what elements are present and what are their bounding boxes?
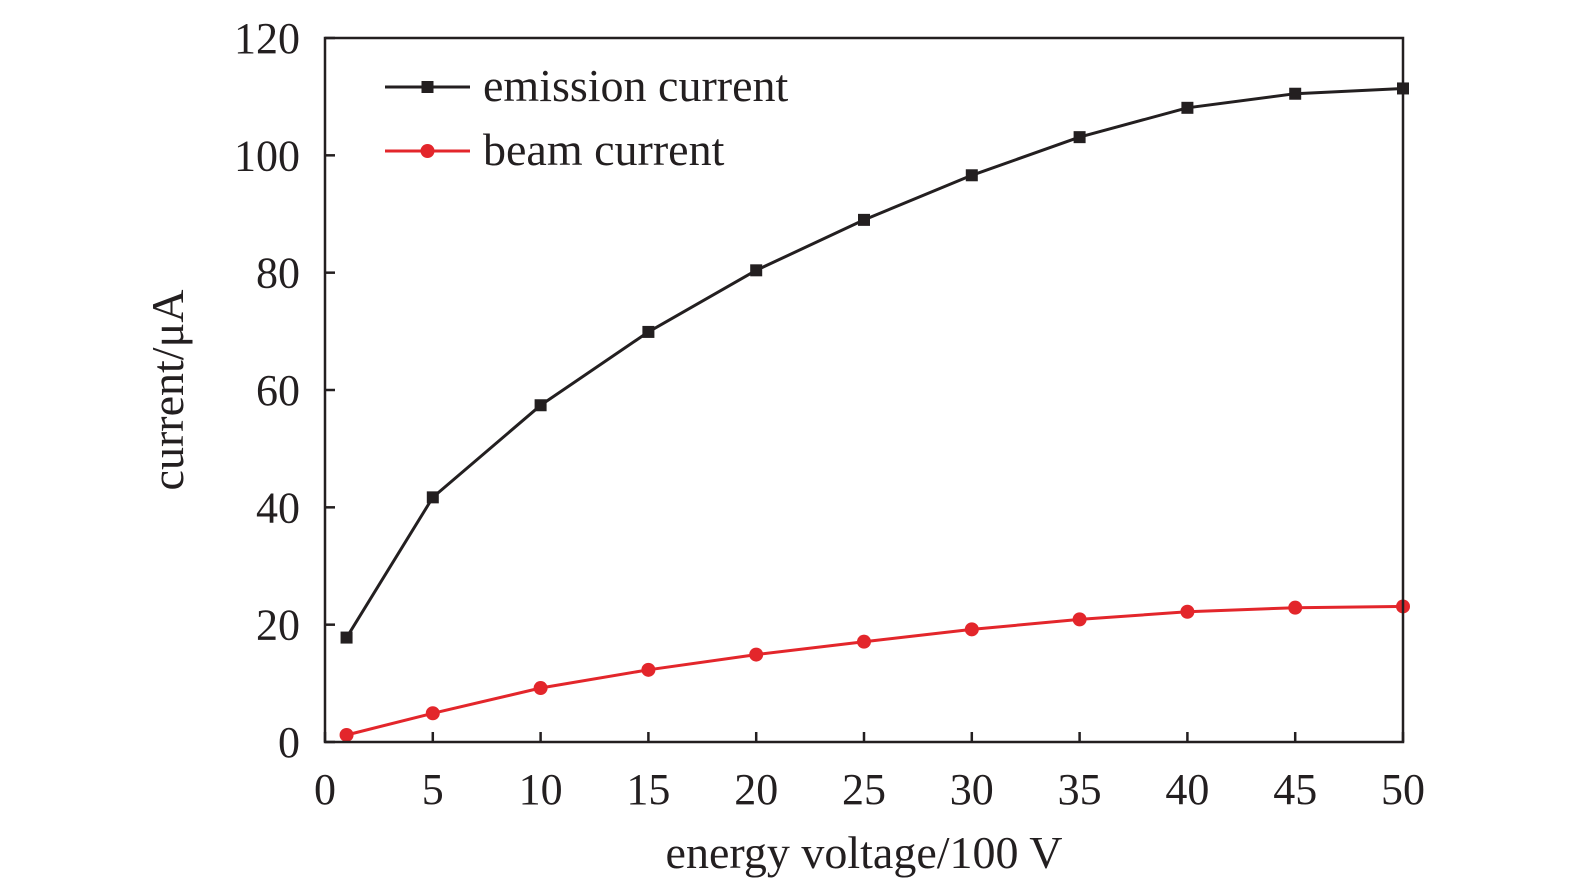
y-tick-label: 100 <box>234 131 300 180</box>
x-axis-label: energy voltage/100 V <box>666 827 1063 878</box>
beam-current-point <box>749 647 764 662</box>
emission-current-point <box>534 399 547 412</box>
emission-current-point <box>858 213 870 226</box>
beam-current-point <box>857 634 871 649</box>
emission-current-point <box>340 631 353 644</box>
emission-current-point <box>1073 131 1086 144</box>
beam-current-point <box>533 681 548 696</box>
x-tick-label: 15 <box>626 765 670 814</box>
y-tick-label: 60 <box>256 366 300 415</box>
legend-emission-current-marker <box>421 81 434 93</box>
beam-current-point <box>339 727 354 742</box>
beam-current-point <box>964 622 979 637</box>
y-tick-label: 80 <box>256 249 300 298</box>
x-tick-label: 5 <box>422 765 444 814</box>
series-layer <box>339 82 1410 742</box>
y-axis-ticks: 0 20 40 60 80 100 120 <box>234 14 335 767</box>
x-axis-ticks: 0 5 10 15 20 25 30 35 40 45 50 <box>314 732 1425 814</box>
beam-current-point <box>425 706 440 721</box>
emission-current-point <box>1289 87 1302 100</box>
x-tick-label: 10 <box>519 765 563 814</box>
x-tick-label: 50 <box>1381 765 1425 814</box>
legend-beam-current-label: beam current <box>483 124 725 175</box>
x-tick-label: 40 <box>1165 765 1209 814</box>
emission-current-point <box>426 491 439 504</box>
beam-current-point <box>641 662 656 677</box>
x-tick-label: 30 <box>950 765 994 814</box>
emission-current-point <box>642 325 655 338</box>
x-tick-label: 0 <box>314 765 336 814</box>
x-tick-label: 45 <box>1273 765 1317 814</box>
legend: emission current beam current <box>385 60 789 175</box>
legend-emission-current-label: emission current <box>483 60 789 111</box>
y-tick-label: 120 <box>234 14 300 63</box>
legend-beam-current-marker <box>420 144 435 158</box>
y-tick-label: 20 <box>256 601 300 650</box>
beam-current-line <box>346 605 1404 737</box>
y-tick-label: 40 <box>256 483 300 532</box>
x-tick-label: 35 <box>1058 765 1102 814</box>
emission-current-point <box>750 264 763 277</box>
emission-current-point <box>965 169 978 182</box>
beam-current-point <box>1288 600 1303 615</box>
x-tick-label: 25 <box>842 765 886 814</box>
y-axis-label: current/μA <box>142 290 193 491</box>
emission-current-point <box>1181 101 1194 114</box>
beam-current-point <box>1072 612 1087 627</box>
y-tick-label: 0 <box>278 718 300 767</box>
x-tick-label: 20 <box>734 765 778 814</box>
beam-current-point <box>1180 604 1195 619</box>
plot-frame <box>323 36 1405 744</box>
